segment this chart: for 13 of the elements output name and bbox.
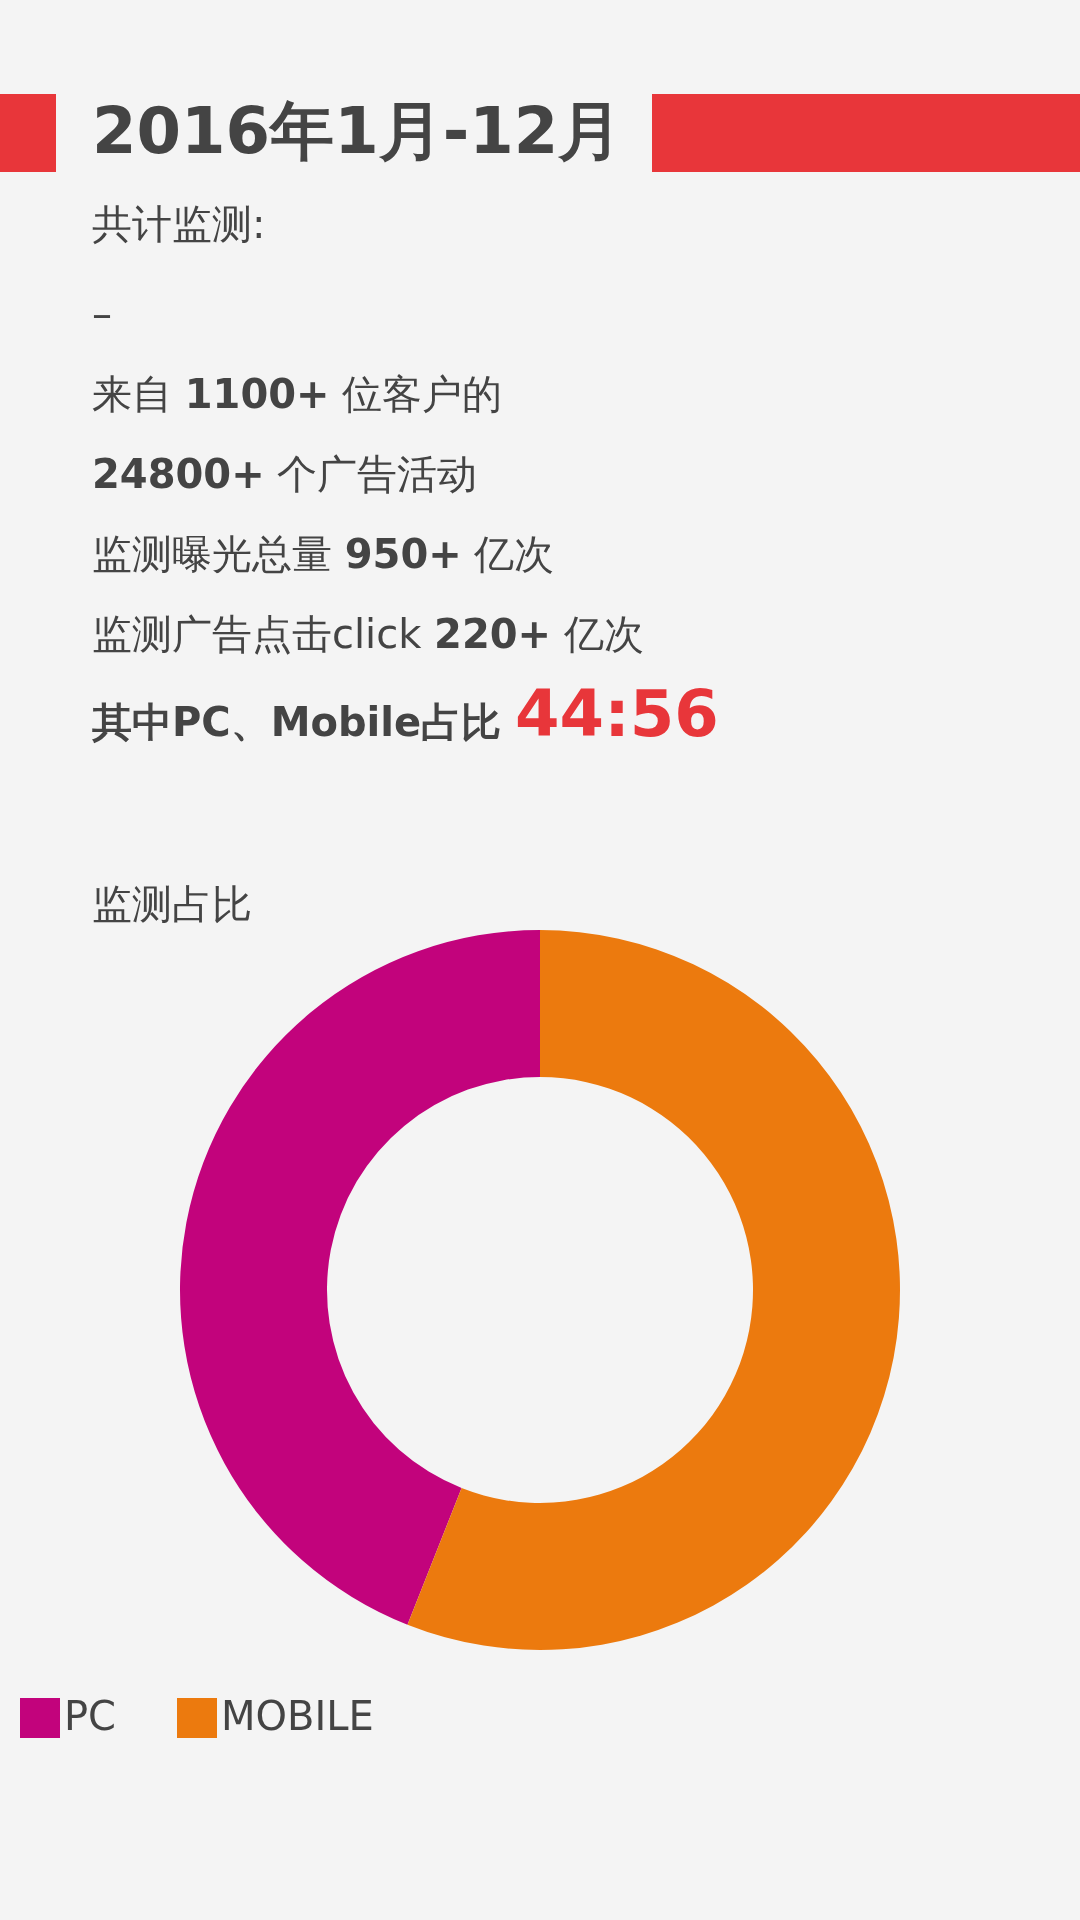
donut-slice: [180, 930, 540, 1625]
chart-subtitle: 共计监测:: [92, 200, 266, 249]
text: 其中PC、Mobile占比 44:56: [92, 676, 719, 753]
text: 24800+ 个广告活动: [92, 450, 479, 499]
text: 监测曝光总量 950+ 亿次: [92, 530, 556, 579]
chart-title: 2016年1月-12月: [92, 93, 623, 170]
text: –: [92, 290, 113, 339]
text: 监测占比: [92, 880, 253, 929]
donut-slice: [407, 930, 900, 1650]
legend-label: MOBILE: [221, 1693, 374, 1739]
text: 监测广告点击click 220+ 亿次: [92, 610, 645, 659]
legend-label: PC: [64, 1693, 117, 1739]
text: 来自 1100+ 位客户的: [92, 370, 504, 419]
